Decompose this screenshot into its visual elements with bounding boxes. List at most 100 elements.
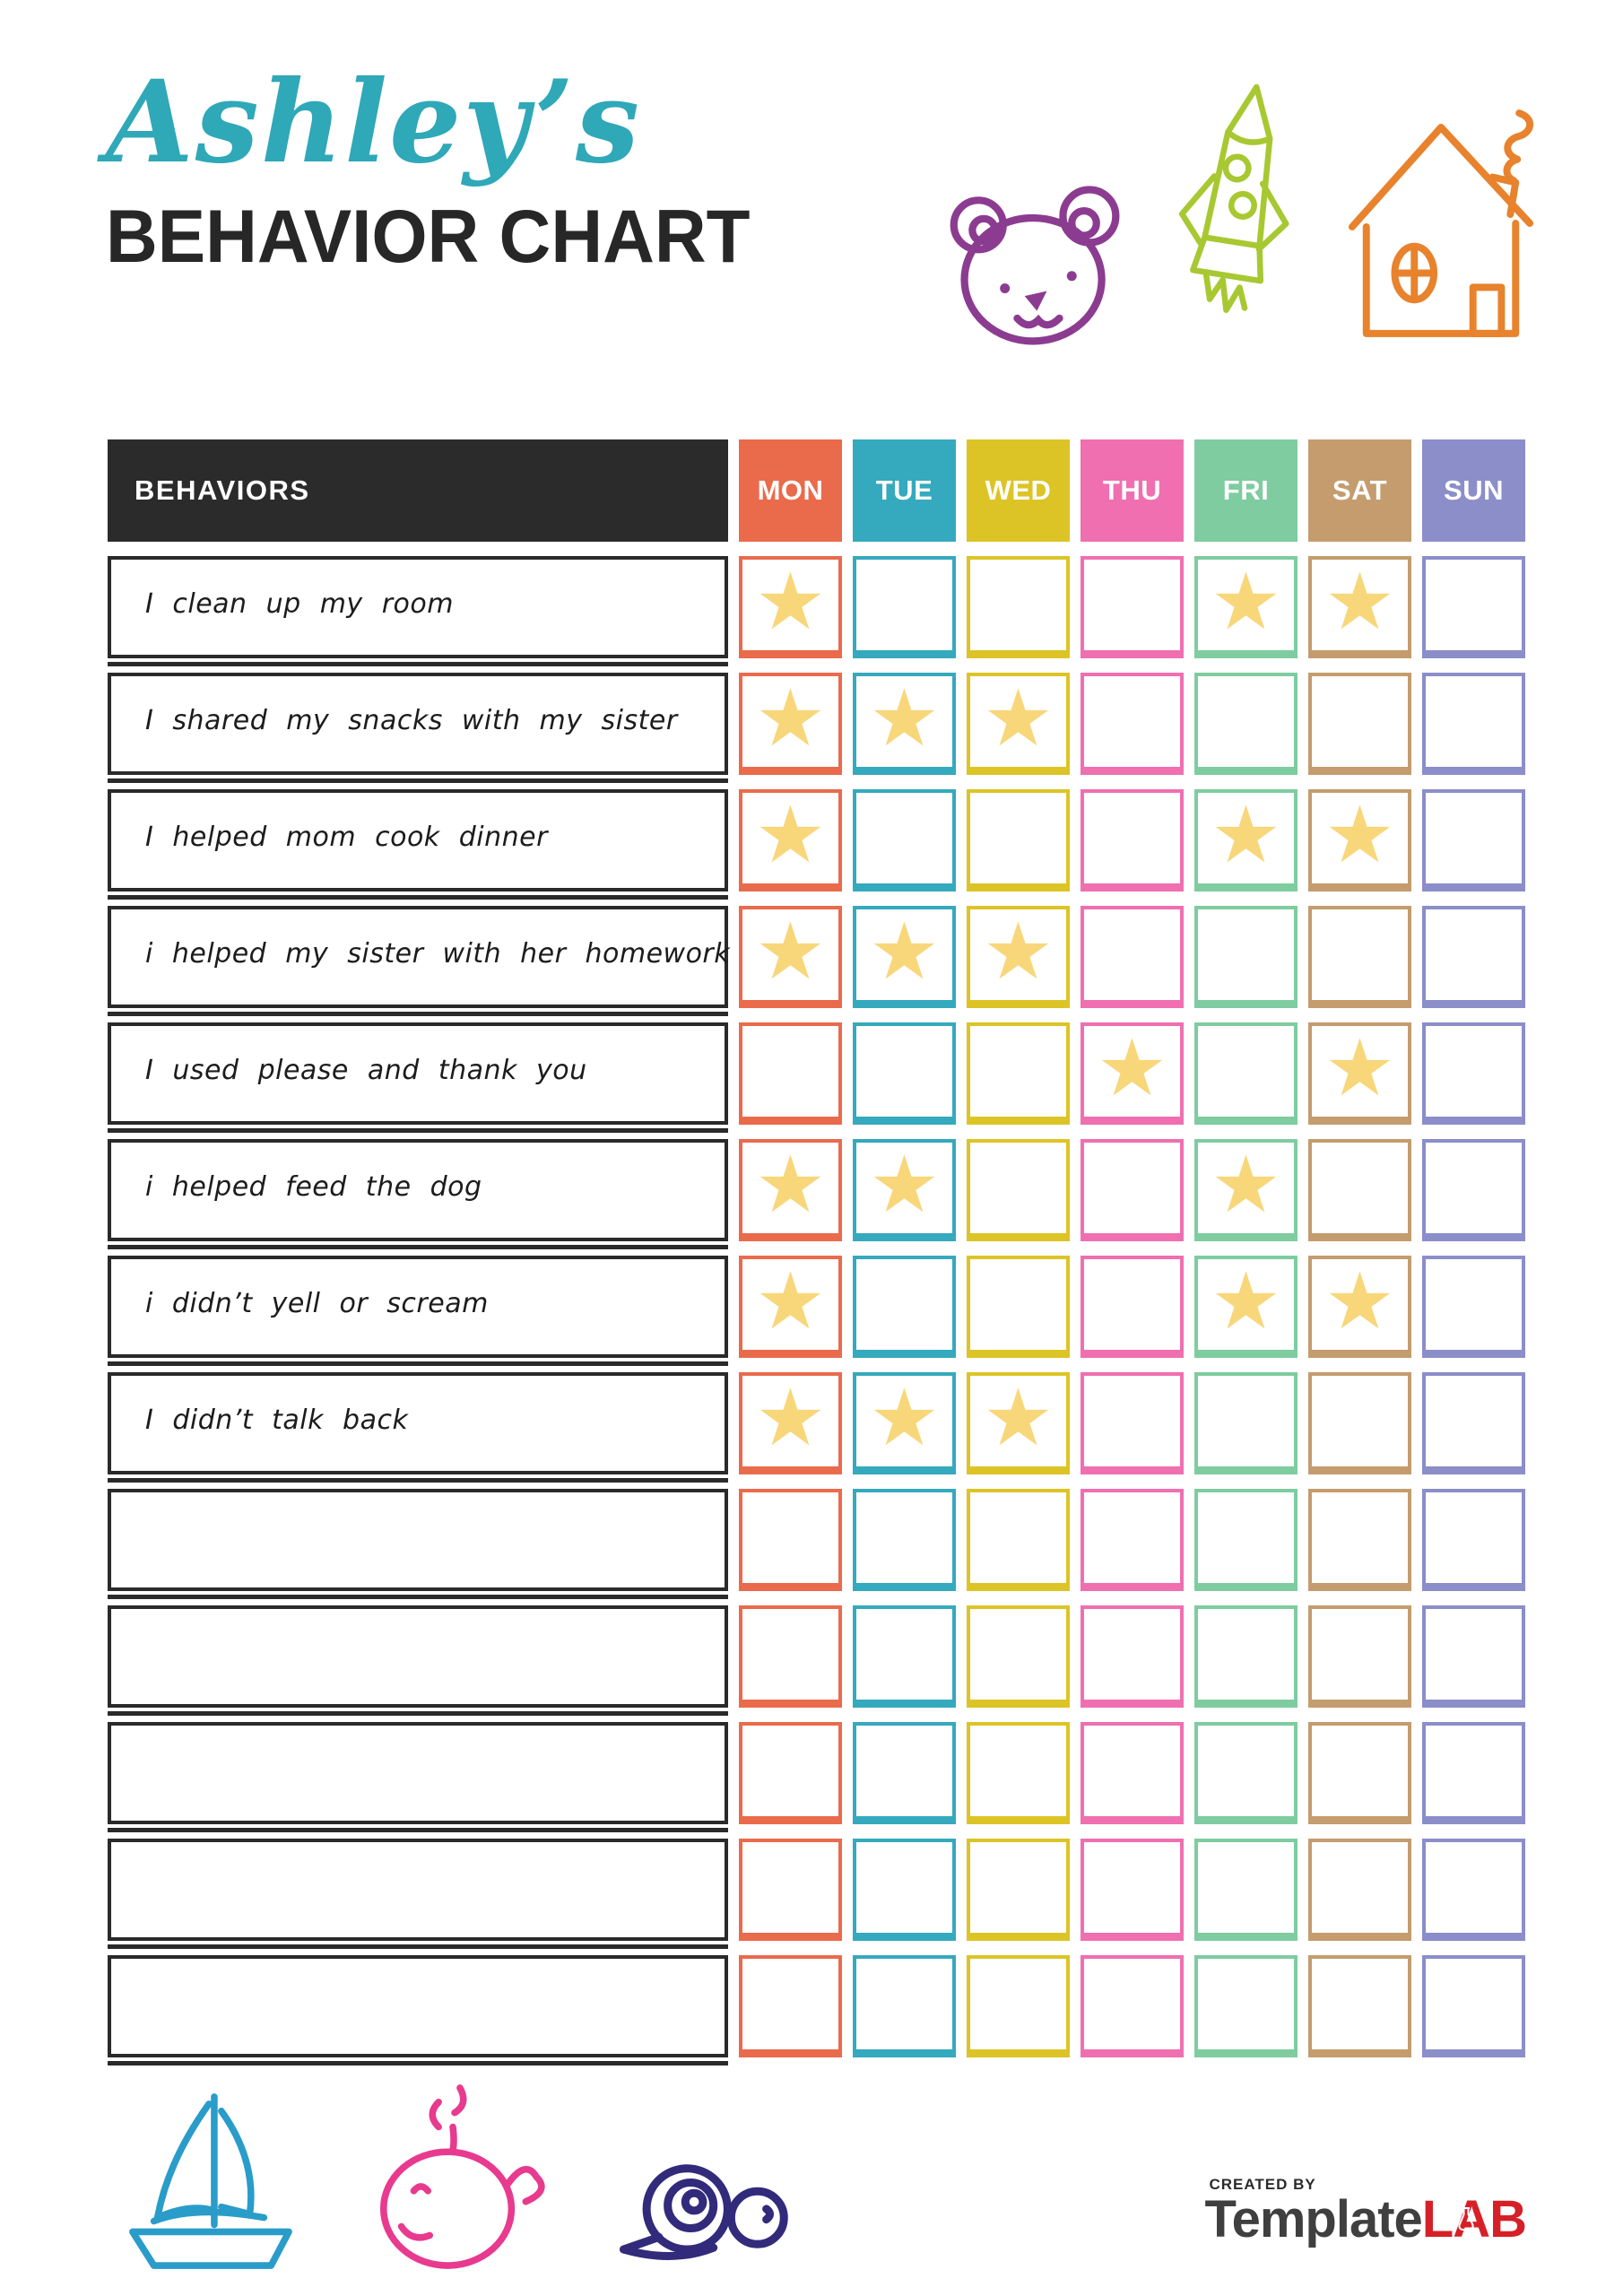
star-icon: ★	[1097, 1021, 1167, 1114]
star-icon: ★	[755, 1137, 826, 1231]
day-cell-mon: ★	[739, 1256, 842, 1358]
day-cell-tue	[853, 1722, 956, 1824]
day-cell-fri	[1194, 1022, 1298, 1125]
day-cell-thu	[1081, 1955, 1184, 2057]
day-cell-wed	[967, 1955, 1070, 2057]
day-cell-wed: ★	[967, 1372, 1070, 1474]
behavior-label: I didn’t talk back	[108, 1372, 728, 1483]
day-cell-fri	[1194, 673, 1298, 775]
snail-icon	[620, 2164, 788, 2260]
day-cell-thu	[1081, 1256, 1184, 1358]
behavior-label	[108, 1955, 728, 2066]
star-icon: ★	[869, 904, 940, 997]
star-icon: ★	[755, 554, 826, 648]
day-cell-fri: ★	[1194, 789, 1298, 891]
day-cell-sun	[1422, 1955, 1525, 2057]
day-cell-sat	[1308, 1955, 1411, 2057]
day-cell-sat: ★	[1308, 1256, 1411, 1358]
behavior-label	[108, 1722, 728, 1832]
day-cell-mon	[739, 1722, 842, 1824]
behavior-label: i didn’t yell or scream	[108, 1256, 728, 1366]
day-cell-sat: ★	[1308, 789, 1411, 891]
day-cell-wed: ★	[967, 673, 1070, 775]
day-cell-tue: ★	[853, 1372, 956, 1474]
star-icon: ★	[1324, 787, 1395, 881]
day-cell-thu	[1081, 673, 1184, 775]
day-cell-fri: ★	[1194, 1139, 1298, 1241]
star-icon: ★	[1324, 1254, 1395, 1347]
day-cell-sun	[1422, 1605, 1525, 1708]
day-cell-tue: ★	[853, 673, 956, 775]
day-cell-sun	[1422, 906, 1525, 1008]
behavior-label: I clean up my room	[108, 556, 728, 666]
brand-name: TemplateLAB	[1204, 2194, 1527, 2246]
created-by-label: CREATED BY	[1209, 2176, 1316, 2193]
day-cell-sat: ★	[1308, 1022, 1411, 1125]
column-header-tue: TUE	[853, 439, 956, 542]
behavior-table: BEHAVIORS MON TUE WED THU FRI SAT SUN I clean up…	[108, 439, 1525, 2066]
day-cell-sat	[1308, 1489, 1411, 1591]
day-cell-wed	[967, 1256, 1070, 1358]
day-cell-tue	[853, 1256, 956, 1358]
day-cell-mon: ★	[739, 1139, 842, 1241]
day-cell-sat	[1308, 1139, 1411, 1241]
day-cell-fri	[1194, 1839, 1298, 1941]
star-icon: ★	[1324, 554, 1395, 648]
day-cell-fri: ★	[1194, 556, 1298, 658]
day-cell-thu: ★	[1081, 1022, 1184, 1125]
column-header-sat: SAT	[1308, 439, 1411, 542]
top-decorations	[942, 79, 1541, 348]
day-cell-mon	[739, 1022, 842, 1125]
day-cell-mon	[739, 1839, 842, 1941]
behavior-label	[108, 1489, 728, 1599]
day-cell-fri	[1194, 1489, 1298, 1591]
day-cell-sun	[1422, 1022, 1525, 1125]
star-icon: ★	[755, 787, 826, 881]
day-cell-mon: ★	[739, 906, 842, 1008]
day-cell-mon	[739, 1489, 842, 1591]
day-cell-sat	[1308, 906, 1411, 1008]
day-cell-wed	[967, 1139, 1070, 1241]
day-cell-thu	[1081, 1839, 1184, 1941]
day-cell-sat	[1308, 1372, 1411, 1474]
day-cell-mon: ★	[739, 789, 842, 891]
star-icon: ★	[1211, 554, 1281, 648]
star-icon: ★	[755, 904, 826, 997]
house-icon	[1348, 109, 1534, 337]
day-cell-tue	[853, 1955, 956, 2057]
star-icon: ★	[1211, 1254, 1281, 1347]
day-cell-thu	[1081, 556, 1184, 658]
child-name-title: Ashley’s	[106, 56, 641, 188]
behavior-label	[108, 1605, 728, 1716]
day-cell-sun	[1422, 1139, 1525, 1241]
star-icon: ★	[1324, 1021, 1395, 1114]
day-cell-wed	[967, 1489, 1070, 1591]
day-cell-fri	[1194, 906, 1298, 1008]
day-cell-thu	[1081, 1139, 1184, 1241]
day-cell-tue	[853, 789, 956, 891]
day-cell-sun	[1422, 1372, 1525, 1474]
teddy-bear-icon	[950, 186, 1120, 345]
day-cell-wed	[967, 789, 1070, 891]
behavior-label: I used please and thank you	[108, 1022, 728, 1133]
behavior-label: I shared my snacks with my sister	[108, 673, 728, 783]
column-header-thu: THU	[1081, 439, 1184, 542]
behavior-label: i helped my sister with her homework	[108, 906, 730, 1016]
day-cell-mon: ★	[739, 673, 842, 775]
behavior-label: i helped feed the dog	[108, 1139, 728, 1249]
column-header-fri: FRI	[1194, 439, 1298, 542]
day-cell-sat	[1308, 1722, 1411, 1824]
brand-primary-text: Template	[1204, 2190, 1422, 2248]
column-header-sun: SUN	[1422, 439, 1525, 542]
page-header: Ashley’s BEHAVIOR CHART	[106, 52, 751, 278]
day-cell-wed	[967, 1722, 1070, 1824]
day-cell-sun	[1422, 789, 1525, 891]
day-cell-wed	[967, 556, 1070, 658]
day-cell-fri: ★	[1194, 1256, 1298, 1358]
brand-accent-text: LAB	[1421, 2190, 1527, 2248]
flask-icon	[1458, 2206, 1474, 2231]
star-icon: ★	[869, 1370, 940, 1464]
day-cell-thu	[1081, 1489, 1184, 1591]
day-cell-sun	[1422, 1489, 1525, 1591]
whale-icon	[379, 2084, 545, 2269]
